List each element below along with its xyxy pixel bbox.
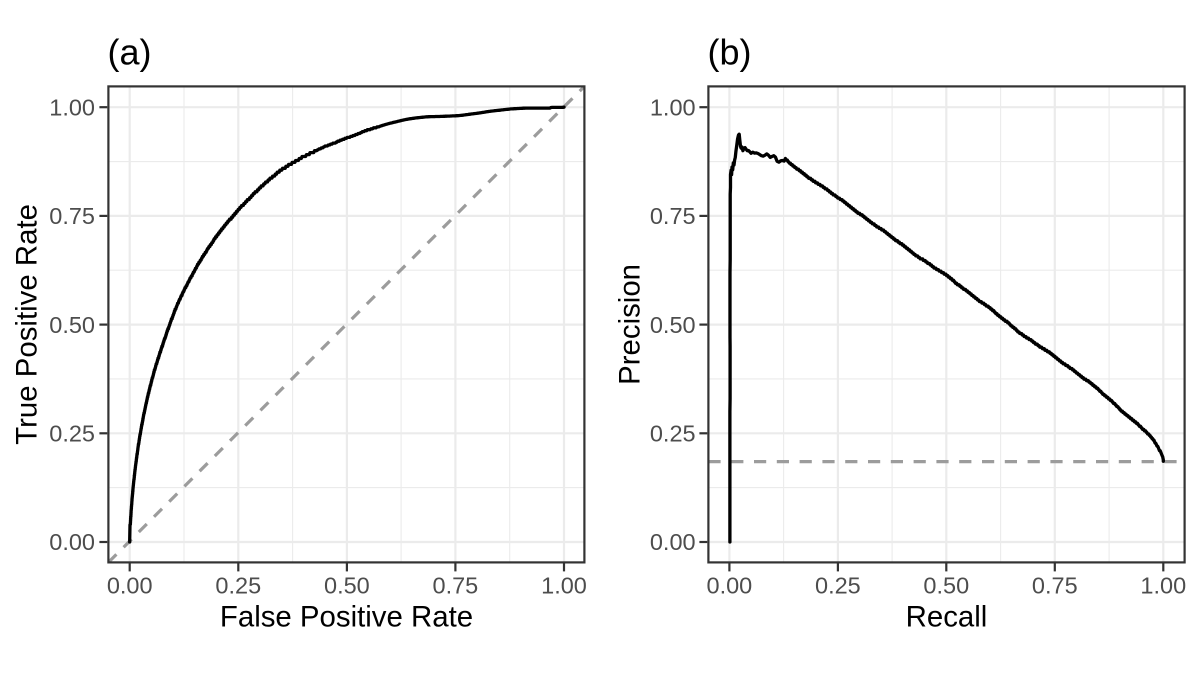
- svg-text:0.50: 0.50: [650, 312, 696, 338]
- svg-text:0.75: 0.75: [433, 573, 479, 599]
- svg-text:0.25: 0.25: [49, 421, 95, 447]
- svg-text:1.00: 1.00: [1140, 573, 1186, 599]
- svg-text:0.75: 0.75: [49, 203, 95, 229]
- svg-text:0.25: 0.25: [815, 573, 861, 599]
- svg-text:(b): (b): [708, 32, 752, 73]
- svg-text:0.00: 0.00: [49, 529, 95, 555]
- svg-text:1.00: 1.00: [650, 94, 696, 120]
- svg-text:0.50: 0.50: [49, 312, 95, 338]
- svg-text:1.00: 1.00: [541, 573, 587, 599]
- svg-text:0.75: 0.75: [1032, 573, 1078, 599]
- svg-text:True Positive Rate: True Positive Rate: [11, 204, 44, 445]
- svg-text:0.25: 0.25: [650, 421, 696, 447]
- svg-text:Precision: Precision: [614, 264, 647, 385]
- svg-text:Recall: Recall: [906, 600, 988, 633]
- svg-text:0.00: 0.00: [650, 529, 696, 555]
- svg-text:False Positive Rate: False Positive Rate: [220, 600, 473, 633]
- svg-text:0.25: 0.25: [215, 573, 261, 599]
- svg-text:(a): (a): [108, 32, 152, 73]
- svg-text:0.50: 0.50: [923, 573, 969, 599]
- svg-text:0.00: 0.00: [707, 573, 753, 599]
- svg-text:0.75: 0.75: [650, 203, 696, 229]
- svg-text:0.50: 0.50: [324, 573, 370, 599]
- svg-text:0.00: 0.00: [107, 573, 153, 599]
- svg-text:1.00: 1.00: [49, 94, 95, 120]
